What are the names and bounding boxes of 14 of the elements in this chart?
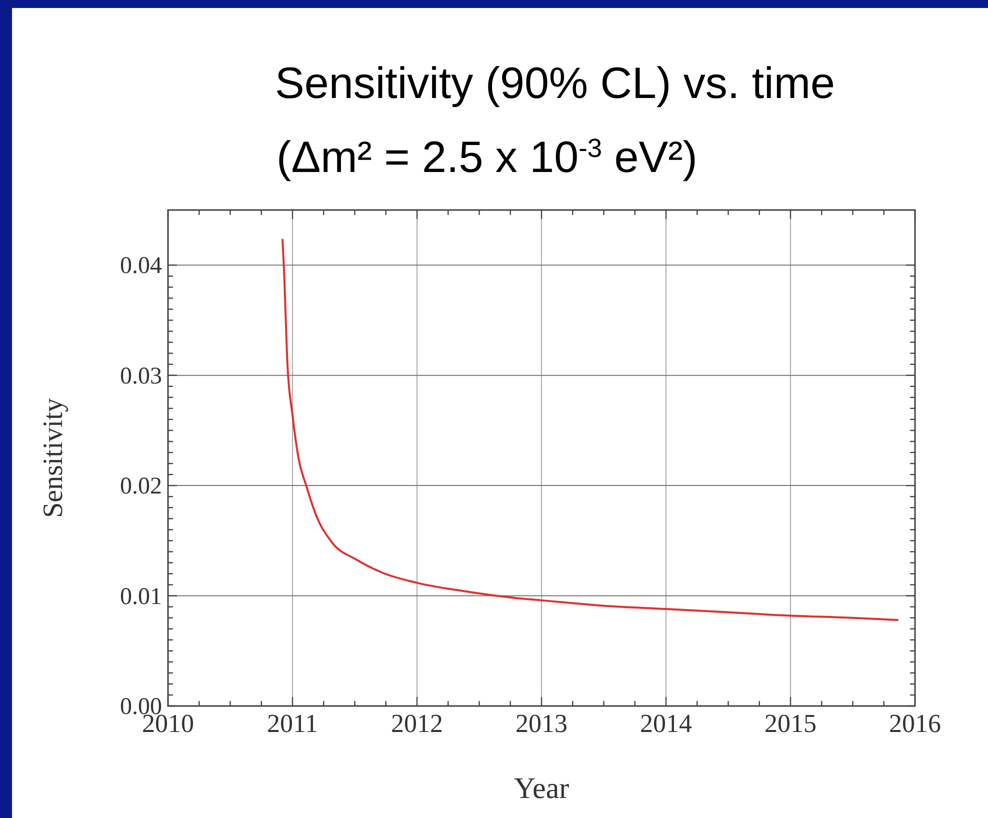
x-tick-label: 2012 <box>391 709 443 738</box>
x-tick-label: 2016 <box>889 709 941 738</box>
x-tick-label: 2014 <box>640 709 692 738</box>
chart-subtitle: (Δm² = 2.5 x 10$^{-3}$ eV²) <box>276 133 698 182</box>
y-tick-label: 0.01 <box>120 584 162 610</box>
y-tick-label: 0.02 <box>120 474 162 500</box>
chart-title: Sensitivity (90% CL) vs. time <box>275 59 835 108</box>
x-tick-label: 2011 <box>266 709 318 738</box>
x-tick-label: 2015 <box>764 709 816 738</box>
x-axis-title: Year <box>514 772 570 805</box>
y-axis-title: Sensitivity <box>38 398 69 518</box>
x-tick-label: 2013 <box>516 709 568 738</box>
y-tick-label: 0.03 <box>120 363 162 390</box>
y-tick-label: 0.04 <box>120 253 162 280</box>
